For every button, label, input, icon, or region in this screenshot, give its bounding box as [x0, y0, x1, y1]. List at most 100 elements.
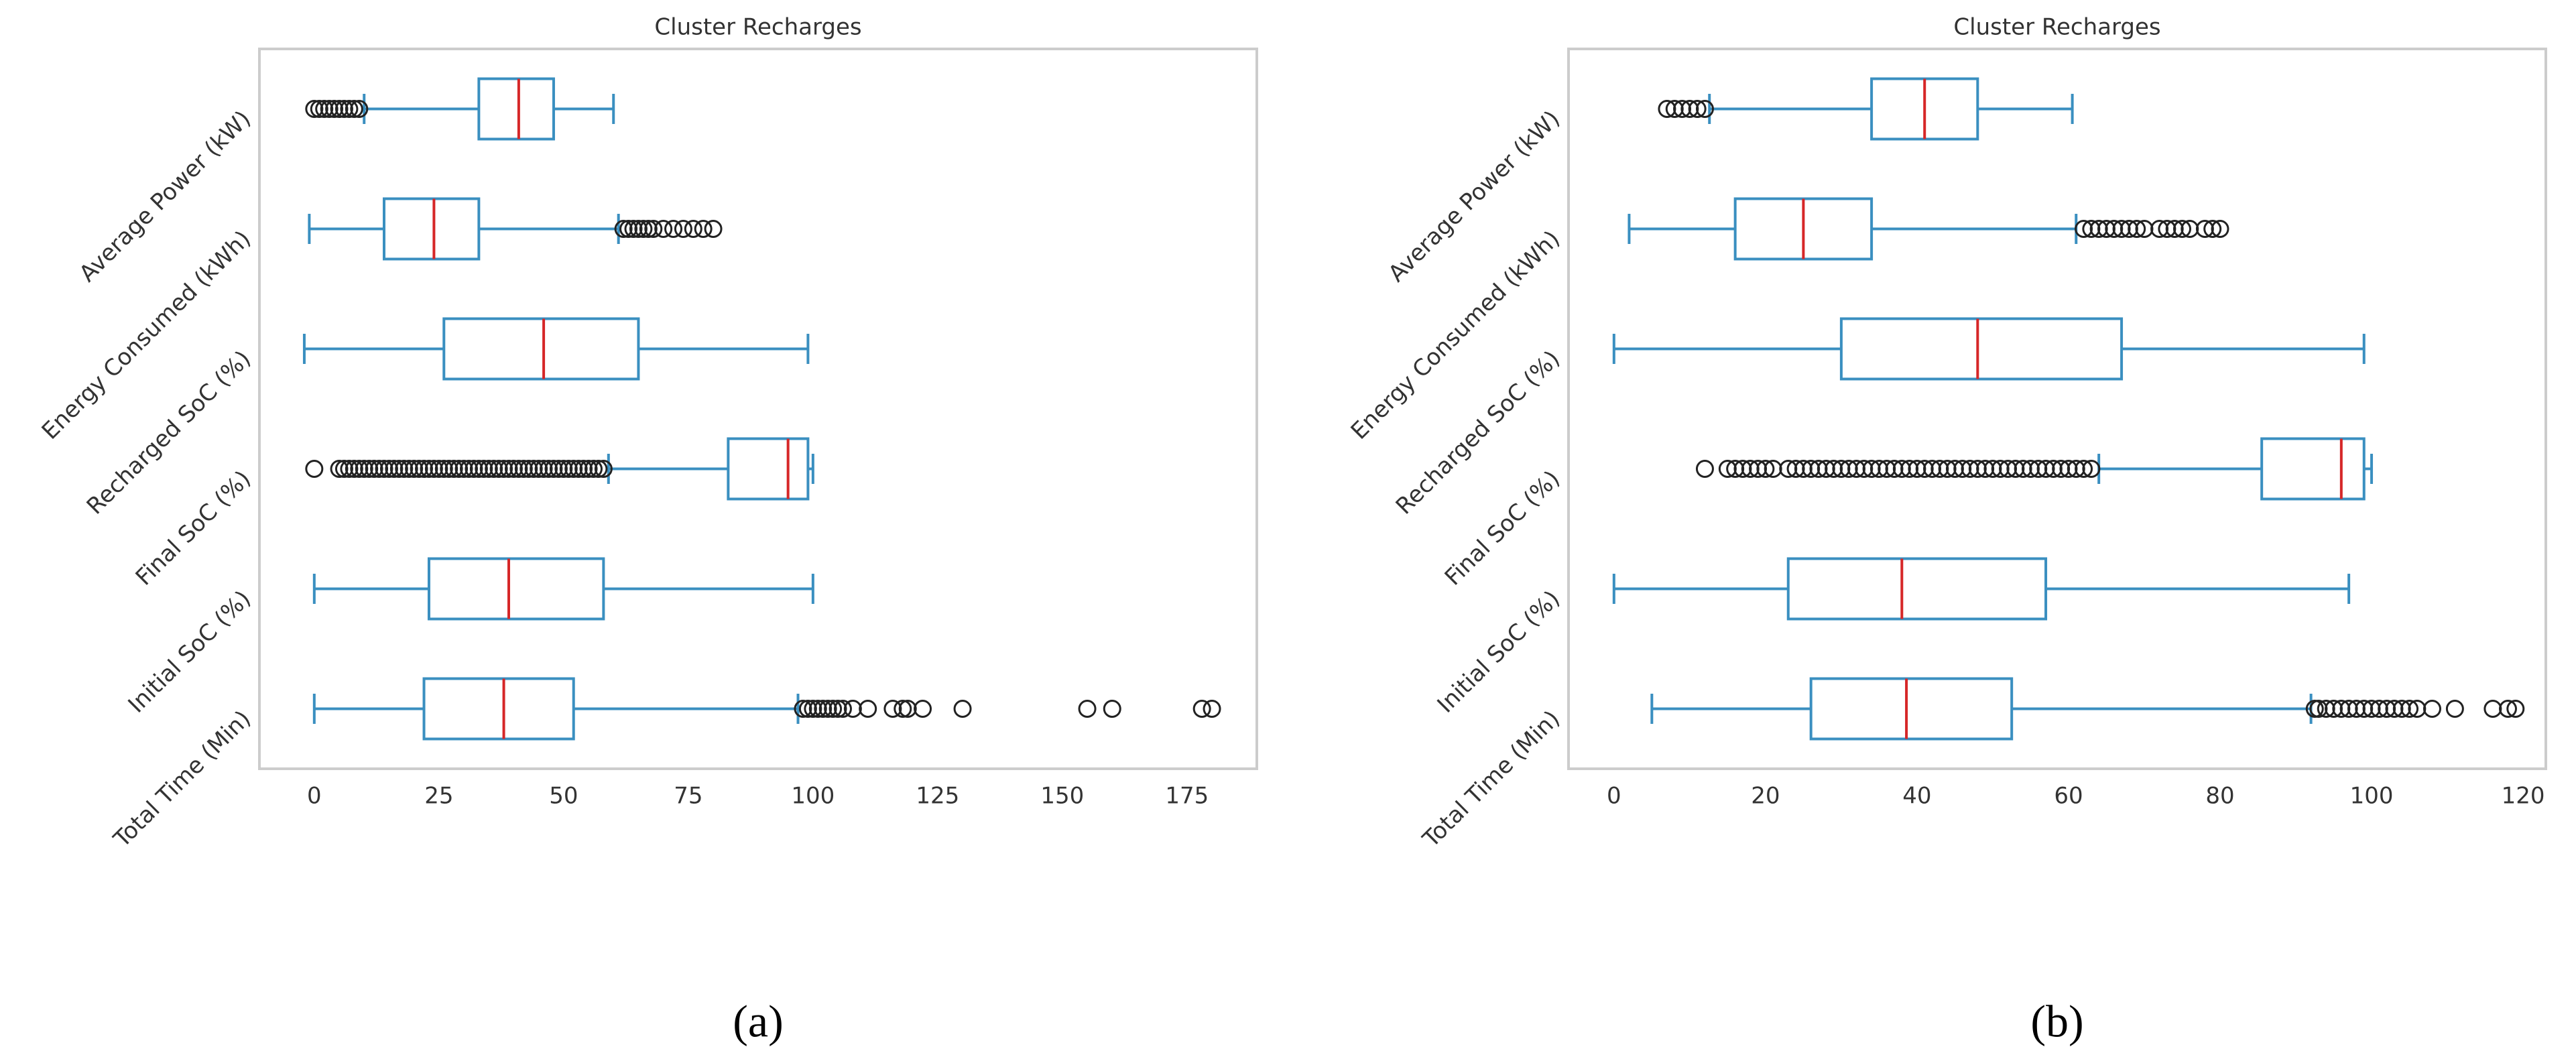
outlier: [883, 700, 902, 718]
outlier: [514, 460, 533, 478]
box: [477, 77, 555, 141]
outlier: [894, 700, 912, 718]
outlier: [469, 460, 488, 478]
outlier: [444, 460, 463, 478]
box: [422, 677, 575, 741]
outlier: [634, 220, 653, 238]
x-tick-label: 75: [674, 783, 702, 810]
outlier: [534, 460, 553, 478]
outlier: [365, 460, 383, 478]
x-tick-label: 100: [791, 783, 835, 810]
outlier: [2211, 220, 2229, 238]
outlier: [465, 460, 483, 478]
outlier: [330, 100, 349, 118]
outlier: [375, 460, 393, 478]
outlier: [479, 460, 498, 478]
outlier: [639, 220, 658, 238]
outlier: [330, 460, 349, 478]
outlier: [370, 460, 389, 478]
outlier: [594, 460, 613, 478]
outlier: [360, 460, 379, 478]
outlier: [454, 460, 473, 478]
outlier: [400, 460, 418, 478]
outlier: [898, 700, 917, 718]
outlier: [340, 100, 359, 118]
outlier: [1756, 460, 1775, 478]
outlier: [1192, 700, 1211, 718]
outlier: [485, 460, 503, 478]
outlier: [2128, 220, 2146, 238]
x-tick-label: 100: [2350, 783, 2394, 810]
plot-frame: [1567, 48, 2547, 770]
outlier: [953, 700, 972, 718]
x-tick-label: 125: [916, 783, 959, 810]
outlier: [389, 460, 408, 478]
outlier: [540, 460, 558, 478]
outlier: [1078, 700, 1097, 718]
outlier: [410, 460, 428, 478]
outlier: [424, 460, 443, 478]
outlier: [530, 460, 548, 478]
outlier: [509, 460, 528, 478]
chart-title: Cluster Recharges: [1953, 14, 2160, 41]
outlier: [519, 460, 538, 478]
x-tick-label: 150: [1040, 783, 1084, 810]
outlier: [2483, 700, 2502, 718]
outlier: [674, 220, 692, 238]
plot-frame: [258, 48, 1258, 770]
outlier: [405, 460, 424, 478]
x-tick-label: 0: [307, 783, 322, 810]
outlier: [320, 100, 339, 118]
outlier: [549, 460, 568, 478]
outlier: [334, 460, 353, 478]
outlier: [459, 460, 478, 478]
outlier: [1688, 100, 1707, 118]
outlier: [355, 460, 373, 478]
outlier: [334, 100, 353, 118]
outlier: [315, 100, 334, 118]
outlier: [1103, 700, 1121, 718]
outlier: [808, 700, 827, 718]
outlier: [654, 220, 673, 238]
outlier: [385, 460, 404, 478]
outlier: [305, 100, 324, 118]
y-tick-label: Initial SoC (%): [123, 585, 256, 718]
outlier: [644, 220, 663, 238]
box: [1839, 317, 2124, 381]
outlier: [345, 100, 363, 118]
outlier: [704, 220, 723, 238]
chart-title: Cluster Recharges: [654, 14, 861, 41]
box: [427, 557, 605, 621]
outlier: [2203, 220, 2222, 238]
outlier: [798, 700, 817, 718]
outlier: [434, 460, 453, 478]
box: [2260, 437, 2366, 501]
outlier: [499, 460, 518, 478]
outlier: [814, 700, 833, 718]
outlier: [2445, 700, 2464, 718]
outlier: [624, 220, 643, 238]
x-tick-label: 80: [2205, 783, 2234, 810]
outlier: [1695, 460, 1714, 478]
outlier: [340, 460, 359, 478]
outlier: [345, 460, 363, 478]
outlier: [818, 700, 837, 718]
outlier: [569, 460, 588, 478]
y-tick-label: Energy Consumed (kWh): [37, 225, 256, 444]
x-tick-label: 60: [2054, 783, 2083, 810]
x-tick-label: 50: [549, 783, 578, 810]
outlier: [584, 460, 603, 478]
x-tick-label: 20: [1751, 783, 1780, 810]
outlier: [305, 460, 324, 478]
outlier: [2082, 460, 2101, 478]
outlier: [415, 460, 434, 478]
outlier: [2400, 700, 2419, 718]
outlier: [589, 460, 608, 478]
outlier: [450, 460, 469, 478]
outlier: [574, 460, 593, 478]
outlier: [504, 460, 523, 478]
outlier: [524, 460, 543, 478]
outlier: [684, 220, 702, 238]
outlier: [440, 460, 458, 478]
